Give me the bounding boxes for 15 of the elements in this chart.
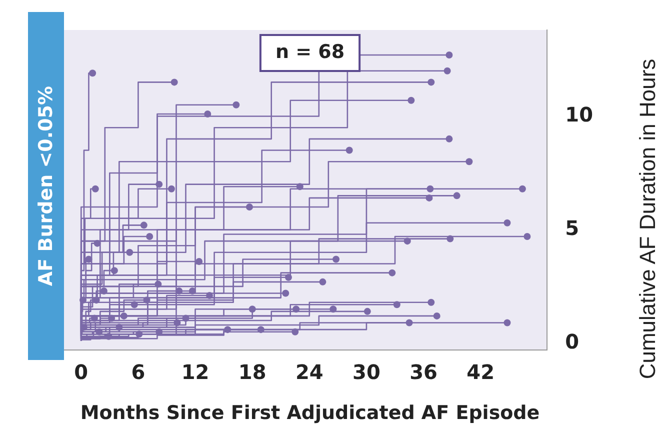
x-tick-label: 0 [74,360,88,384]
x-tick-label: 36 [410,360,438,384]
x-axis-title: Months Since First Adjudicated AF Episode [80,402,540,424]
x-tick-label: 12 [181,360,210,384]
y-tick-label: 10 [565,102,594,126]
x-tick-label: 42 [466,360,495,384]
text: AF Burden <0.05% [35,86,57,286]
x-tick-label: 18 [238,360,266,384]
annotation: n = 68 [275,40,345,63]
x-tick-label: 24 [295,360,324,384]
y-tick-label: 5 [565,216,580,240]
x-tick-label: 6 [131,360,146,384]
x-tick-label: 30 [352,360,380,384]
y-tick-label: 0 [565,329,580,354]
y-axis-title: Cumulative AF Duration in Hours [635,58,661,380]
